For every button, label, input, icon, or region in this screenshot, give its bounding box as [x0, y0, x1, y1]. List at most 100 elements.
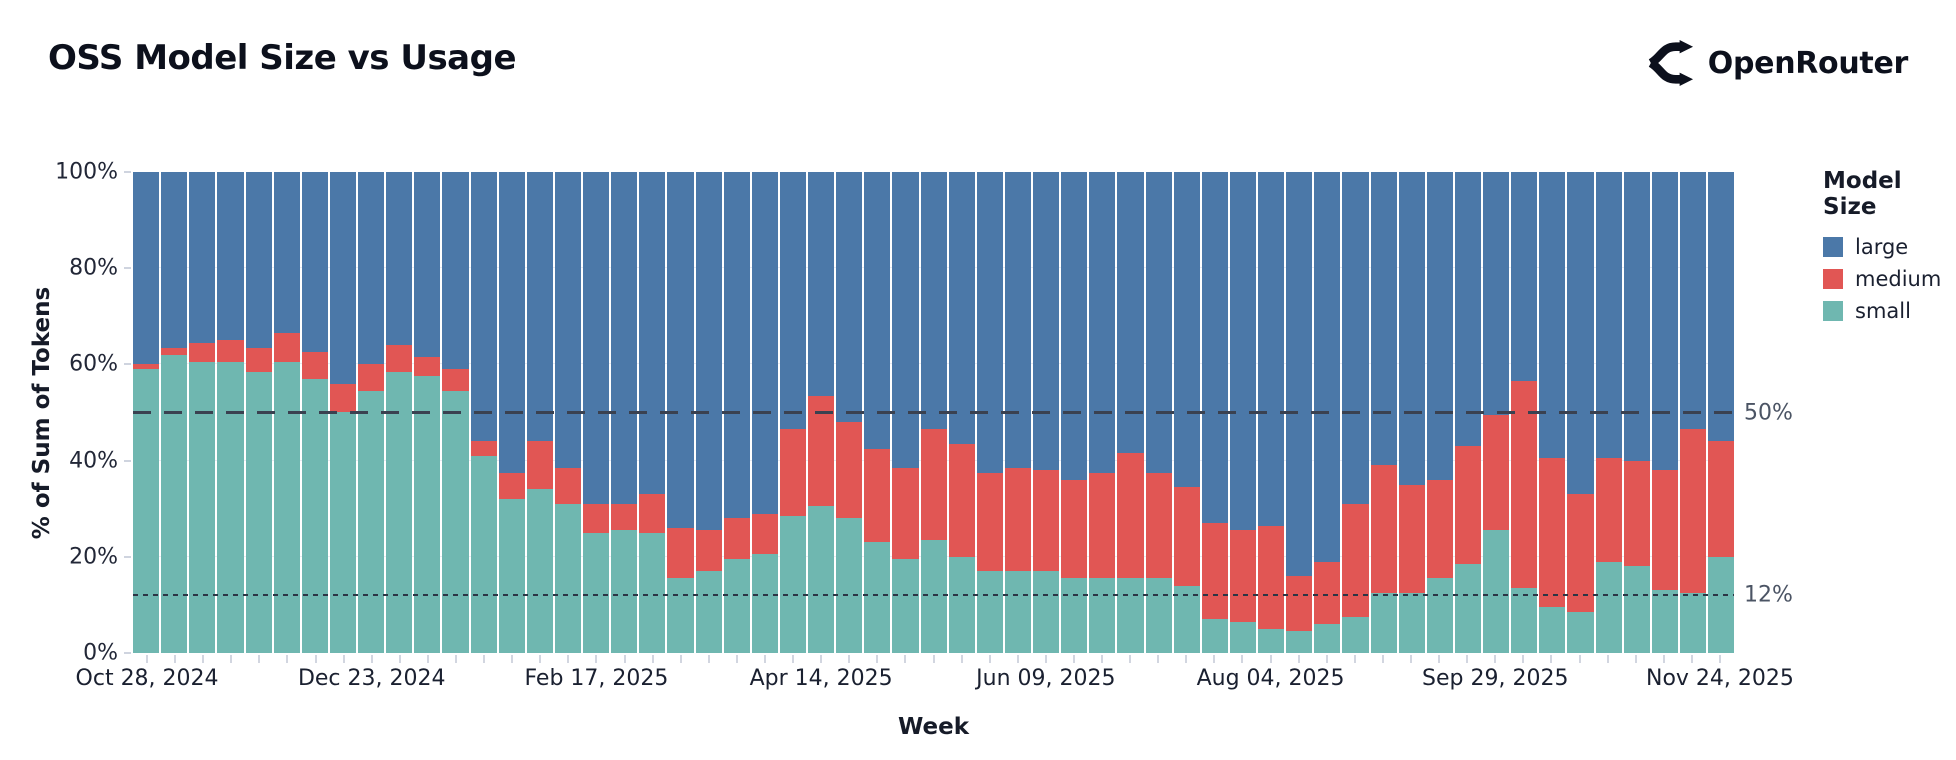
bar-segment-large: [245, 172, 272, 348]
bar-week-Jul 21, 2025[interactable]: [1201, 172, 1228, 653]
bar-week-Sep 08, 2025[interactable]: [1398, 172, 1425, 653]
bar-week-Mar 10, 2025[interactable]: [667, 172, 694, 653]
bar-segment-medium: [386, 345, 413, 372]
bar-segment-large: [358, 172, 385, 365]
bar-segment-medium: [1708, 441, 1735, 557]
y-tick-label-0: 0%: [83, 640, 118, 666]
bar-week-Sep 01, 2025[interactable]: [1370, 172, 1397, 653]
bar-week-Dec 09, 2024[interactable]: [301, 172, 328, 653]
bar-segment-small: [273, 361, 300, 653]
bar-week-Sep 29, 2025[interactable]: [1483, 172, 1510, 653]
bar-week-Oct 13, 2025[interactable]: [1539, 172, 1566, 653]
openrouter-icon: [1648, 40, 1694, 86]
bar-week-Mar 17, 2025[interactable]: [695, 172, 722, 653]
x-tick-mark: [1101, 655, 1104, 663]
bar-segment-small: [1258, 628, 1285, 653]
bar-week-Dec 30, 2024[interactable]: [386, 172, 413, 653]
bar-week-Jun 16, 2025[interactable]: [1061, 172, 1088, 653]
bar-segment-large: [611, 172, 638, 504]
bar-segment-large: [1342, 172, 1369, 504]
bar-week-Oct 06, 2025[interactable]: [1511, 172, 1538, 653]
bar-week-Jan 20, 2025[interactable]: [470, 172, 497, 653]
bar-segment-large: [583, 172, 610, 504]
bar-week-Mar 03, 2025[interactable]: [639, 172, 666, 653]
bar-segment-medium: [892, 467, 919, 560]
bar-week-Nov 10, 2025[interactable]: [1651, 172, 1678, 653]
bar-week-Feb 24, 2025[interactable]: [611, 172, 638, 653]
bar-week-Jun 23, 2025[interactable]: [1089, 172, 1116, 653]
bar-segment-small: [920, 539, 947, 653]
bar-segment-large: [498, 172, 525, 473]
bar-week-Aug 11, 2025[interactable]: [1286, 172, 1313, 653]
bar-week-Nov 17, 2025[interactable]: [1679, 172, 1706, 653]
bar-segment-medium: [1145, 472, 1172, 579]
legend-label-large: large: [1855, 235, 1909, 259]
bar-segment-small: [1201, 619, 1228, 653]
bar-segment-small: [864, 542, 891, 653]
bar-segment-medium: [189, 342, 216, 362]
y-tick-mark: [124, 363, 131, 366]
bar-week-Jan 13, 2025[interactable]: [442, 172, 469, 653]
bar-segment-small: [695, 571, 722, 653]
bar-week-May 12, 2025[interactable]: [920, 172, 947, 653]
x-tick-mark: [1269, 655, 1272, 663]
bar-week-Nov 25, 2024[interactable]: [245, 172, 272, 653]
bar-segment-small: [583, 532, 610, 653]
bar-week-Sep 15, 2025[interactable]: [1426, 172, 1453, 653]
bar-week-Nov 24, 2025[interactable]: [1708, 172, 1735, 653]
bar-week-Dec 23, 2024[interactable]: [358, 172, 385, 653]
bar-week-Dec 02, 2024[interactable]: [273, 172, 300, 653]
bar-week-Jun 02, 2025[interactable]: [1004, 172, 1031, 653]
bar-week-Feb 17, 2025[interactable]: [583, 172, 610, 653]
x-tick-mark: [455, 655, 457, 663]
bar-segment-medium: [1229, 530, 1256, 622]
bar-week-Nov 11, 2024[interactable]: [189, 172, 216, 653]
bar-segment-large: [1145, 172, 1172, 473]
bar-week-Aug 18, 2025[interactable]: [1314, 172, 1341, 653]
bar-week-Jan 06, 2025[interactable]: [414, 172, 441, 653]
bar-week-Jan 27, 2025[interactable]: [498, 172, 525, 653]
bar-week-Jun 30, 2025[interactable]: [1117, 172, 1144, 653]
bar-segment-large: [1679, 172, 1706, 430]
bar-week-Apr 07, 2025[interactable]: [779, 172, 806, 653]
bar-segment-large: [442, 172, 469, 370]
bar-week-Jul 14, 2025[interactable]: [1173, 172, 1200, 653]
bar-segment-large: [133, 172, 160, 365]
bar-week-Apr 21, 2025[interactable]: [836, 172, 863, 653]
bar-week-Aug 04, 2025[interactable]: [1258, 172, 1285, 653]
bar-segment-medium: [808, 395, 835, 507]
bar-week-Apr 28, 2025[interactable]: [864, 172, 891, 653]
bar-week-Dec 16, 2024[interactable]: [329, 172, 356, 653]
x-tick-mark: [286, 655, 289, 663]
bar-week-Apr 14, 2025[interactable]: [808, 172, 835, 653]
bar-segment-small: [779, 515, 806, 653]
bar-segment-small: [245, 371, 272, 653]
bar-week-Oct 27, 2025[interactable]: [1595, 172, 1622, 653]
bar-segment-small: [611, 530, 638, 653]
bar-week-Jul 28, 2025[interactable]: [1229, 172, 1256, 653]
x-tick-mark: [763, 655, 766, 663]
bar-week-Nov 18, 2024[interactable]: [217, 172, 244, 653]
bar-segment-medium: [1004, 467, 1031, 572]
bar-segment-medium: [1567, 494, 1594, 613]
legend: Model Size large medium small: [1823, 168, 1956, 331]
bar-week-Oct 28, 2024[interactable]: [133, 172, 160, 653]
bar-week-Jun 09, 2025[interactable]: [1033, 172, 1060, 653]
legend-label-medium: medium: [1855, 267, 1942, 291]
bar-week-May 19, 2025[interactable]: [948, 172, 975, 653]
x-tick-mark: [398, 655, 401, 663]
bar-week-Feb 03, 2025[interactable]: [526, 172, 553, 653]
bar-week-Nov 04, 2024[interactable]: [161, 172, 188, 653]
bar-week-Sep 22, 2025[interactable]: [1454, 172, 1481, 653]
bar-week-Mar 31, 2025[interactable]: [751, 172, 778, 653]
bar-segment-small: [1089, 578, 1116, 653]
bar-week-Jul 07, 2025[interactable]: [1145, 172, 1172, 653]
bar-week-Oct 20, 2025[interactable]: [1567, 172, 1594, 653]
bar-segment-large: [1201, 172, 1228, 524]
bar-week-Mar 24, 2025[interactable]: [723, 172, 750, 653]
bar-week-May 26, 2025[interactable]: [976, 172, 1003, 653]
bar-week-Feb 10, 2025[interactable]: [554, 172, 581, 653]
bar-week-May 05, 2025[interactable]: [892, 172, 919, 653]
bar-week-Aug 25, 2025[interactable]: [1342, 172, 1369, 653]
x-tick-mark: [960, 655, 963, 663]
